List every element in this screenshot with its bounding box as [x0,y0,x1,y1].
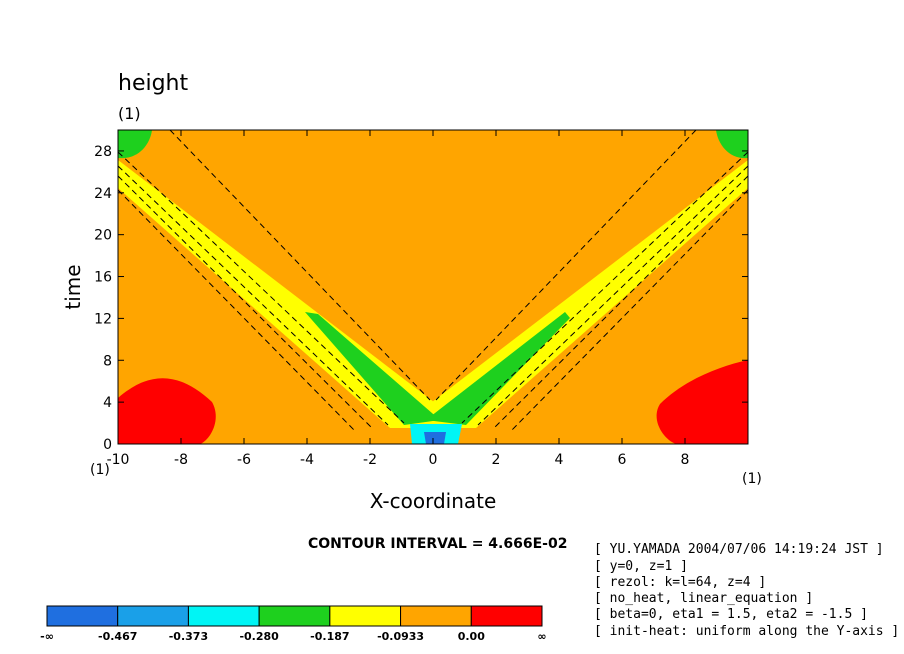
yellow-arm-left [118,160,460,428]
center-blob-blue [424,432,446,444]
colorbar-swatch [117,605,189,627]
red-region-left [118,378,216,444]
colorbar-swatch [258,605,331,627]
colorbar-level-label: -0.280 [239,630,279,643]
info-line: [ beta=0, eta1 = 1.5, eta2 = -1.5 ] [594,607,868,622]
colorbar [46,605,543,627]
colorbar-level-label: 0.00 [458,630,485,643]
x-tick-label: -2 [363,452,377,468]
x-unit-label: (1) [742,471,762,487]
info-line: [ y=0, z=1 ] [594,559,688,574]
chart-title: height [118,71,188,96]
colorbar-level-label: -0.373 [169,630,208,643]
info-line: [ no_heat, linear_equation ] [594,591,813,606]
y-tick-label: 12 [94,311,112,327]
x-tick-label: -6 [237,452,251,468]
x-tick-label: 4 [555,452,564,468]
green-corner-right [716,130,748,159]
x-tick-label: -8 [174,452,188,468]
colorbar-level-label: ∞ [537,630,546,643]
info-line: [ init-heat: uniform along the Y-axis ] [594,624,899,639]
info-line: [ YU.YAMADA 2004/07/06 14:19:24 JST ] [594,542,884,557]
x-ticks: -10 -8 -6 -4 -2 0 2 4 6 8 [107,130,690,468]
y-axis-label: time [61,264,85,309]
red-region-right [656,360,748,444]
colorbar-level-label: -∞ [40,630,54,643]
background-fill-orange [118,130,748,444]
contour-lines [118,130,748,433]
y-tick-label: 4 [103,395,112,411]
info-line: [ rezol: k=l=64, z=4 ] [594,575,766,590]
y-tick-label: 8 [103,353,112,369]
colorbar-level-label: -0.187 [310,630,349,643]
x-axis-label: X-coordinate [370,489,497,513]
x-tick-label: 0 [429,452,438,468]
title-unit: (1) [118,104,141,123]
colorbar-swatch [470,605,543,627]
colorbar-level-label: -0.467 [98,630,137,643]
x-tick-label: 2 [492,452,501,468]
green-corner-left [118,130,152,159]
yellow-arm-right [406,160,748,428]
y-tick-label: 0 [103,437,112,453]
x-tick-label: -10 [107,452,130,468]
y-unit-label: (1) [90,462,110,478]
x-tick-label: 6 [618,452,627,468]
contour-interval: CONTOUR INTERVAL = 4.666E-02 [308,536,567,552]
green-arm-left [305,312,440,425]
x-tick-label: 8 [681,452,690,468]
colorbar-swatch [400,605,472,627]
y-tick-label: 24 [94,186,112,202]
colorbar-swatch [46,605,119,627]
green-arm-right [426,312,570,425]
contour-fills [118,130,748,444]
y-tick-label: 28 [94,144,112,160]
y-tick-label: 16 [94,270,112,286]
colorbar-swatch [187,605,260,627]
colorbar-level-label: -0.0933 [377,630,424,643]
y-tick-label: 20 [94,228,112,244]
info-block: [ YU.YAMADA 2004/07/06 14:19:24 JST ] [ … [594,542,899,639]
colorbar-labels: -∞ -0.467 -0.373 -0.280 -0.187 -0.0933 0.00 ∞ [40,630,546,643]
y-ticks: 0 4 8 12 16 20 24 28 [94,144,748,453]
x-tick-label: -4 [300,452,314,468]
colorbar-swatch [329,605,402,627]
